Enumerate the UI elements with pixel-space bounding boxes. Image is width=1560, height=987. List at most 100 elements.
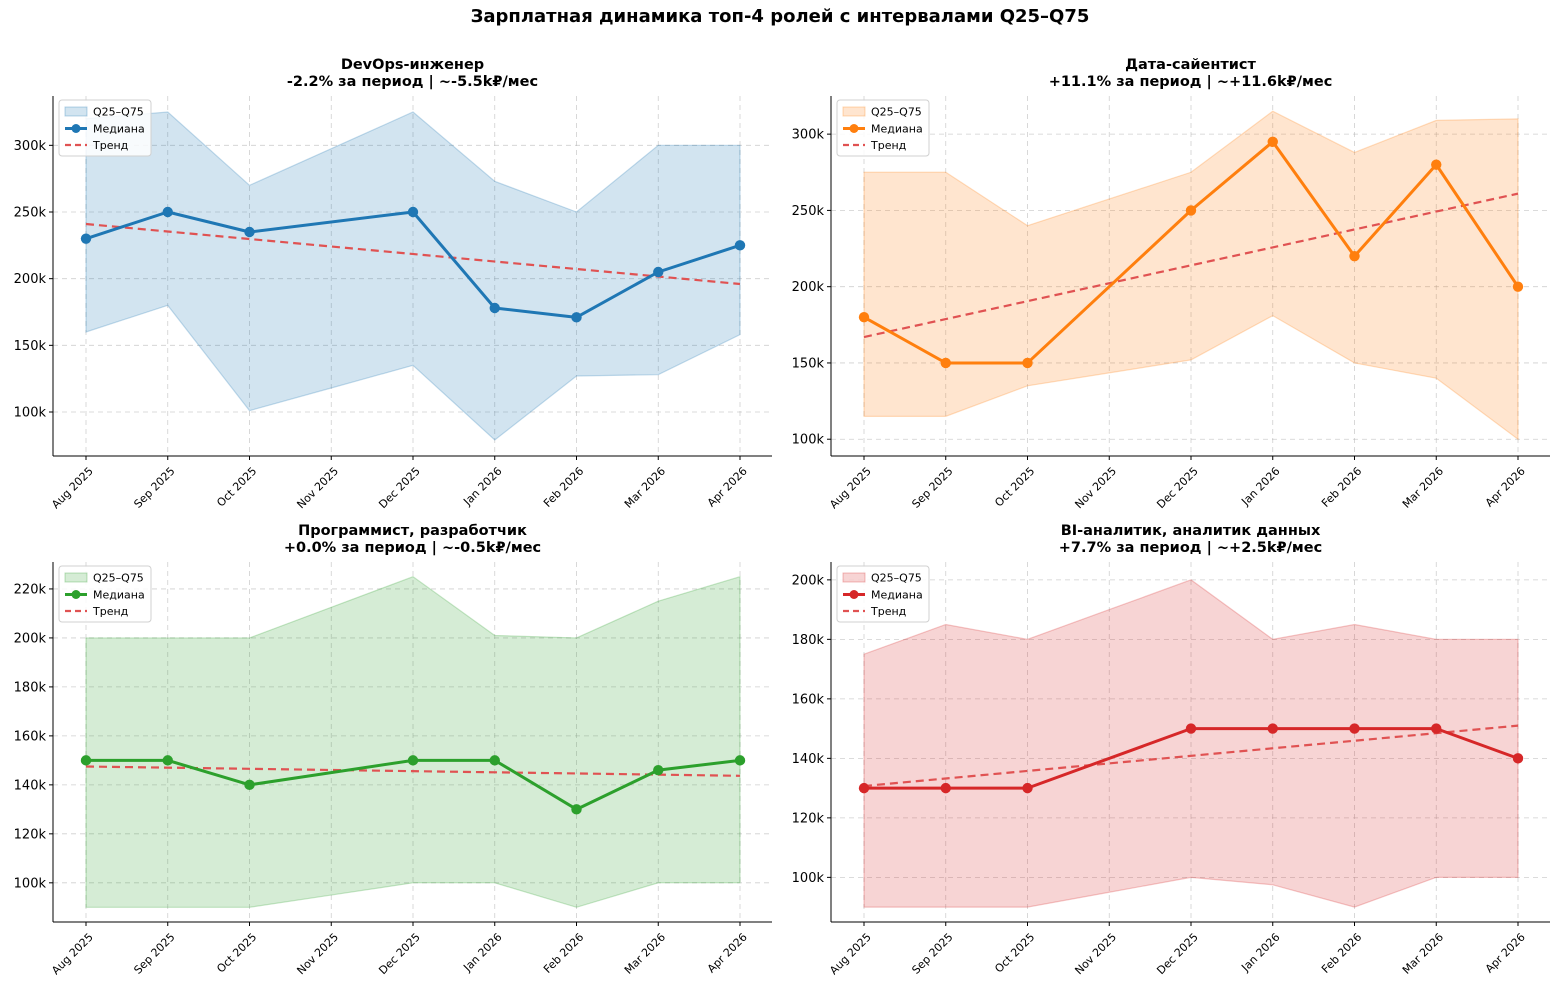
y-tick-label: 200k xyxy=(14,272,47,287)
median-point xyxy=(244,226,255,238)
y-tick-label: 180k xyxy=(14,680,47,695)
x-tick-label: Mar 2026 xyxy=(622,931,668,977)
subplot-3: Программист, разработчик+0.0% за период … xyxy=(14,523,772,977)
y-tick-label: 100k xyxy=(792,871,825,886)
median-point xyxy=(1349,723,1360,734)
x-tick-label: Feb 2026 xyxy=(1319,931,1364,976)
legend-band-label: Q25–Q75 xyxy=(93,106,144,119)
y-tick-label: 220k xyxy=(14,582,47,597)
median-point xyxy=(162,755,173,766)
subplot-title: DevOps-инженер xyxy=(341,57,484,73)
median-point xyxy=(858,311,870,323)
median-point xyxy=(940,357,951,369)
x-tick-label: Apr 2026 xyxy=(1483,931,1528,976)
median-point xyxy=(1022,357,1033,369)
x-tick-label: Oct 2025 xyxy=(992,931,1037,976)
y-tick-label: 300k xyxy=(14,139,47,154)
x-tick-label: Dec 2025 xyxy=(1154,465,1201,512)
subplot-title: Программист, разработчик xyxy=(298,523,527,539)
legend-band-swatch xyxy=(842,572,866,583)
x-tick-label: Feb 2026 xyxy=(541,465,586,510)
median-point xyxy=(407,206,419,218)
legend-median-marker xyxy=(71,124,81,133)
x-tick-label: Sep 2025 xyxy=(909,465,955,511)
subplot-subtitle: +11.1% за период | ~+11.6k₽/мес xyxy=(1049,74,1333,90)
y-tick-label: 120k xyxy=(14,827,47,842)
x-tick-label: Aug 2025 xyxy=(827,465,874,512)
median-point xyxy=(1185,723,1197,734)
subplot-subtitle: +7.7% за период | ~+2.5k₽/мес xyxy=(1059,540,1322,556)
legend-frame xyxy=(58,565,152,623)
x-tick-label: Jan 2026 xyxy=(460,931,504,975)
y-tick-label: 200k xyxy=(14,631,47,646)
x-tick-label: Mar 2026 xyxy=(1400,465,1446,511)
y-tick-label: 100k xyxy=(792,433,825,448)
x-tick-label: Nov 2025 xyxy=(1072,931,1119,978)
y-tick-label: 150k xyxy=(792,356,825,371)
x-tick-label: Oct 2025 xyxy=(992,465,1037,510)
x-tick-label: Nov 2025 xyxy=(294,465,341,512)
x-tick-label: Oct 2025 xyxy=(214,931,259,976)
median-point xyxy=(571,804,582,815)
median-point xyxy=(162,206,173,218)
legend-band-swatch xyxy=(842,106,866,117)
subplot-title: BI-аналитик, аналитик данных xyxy=(1061,523,1321,539)
median-point xyxy=(489,302,500,314)
legend-frame xyxy=(58,99,152,157)
median-point xyxy=(858,782,870,794)
x-tick-label: Nov 2025 xyxy=(294,931,341,978)
x-tick-label: Apr 2026 xyxy=(705,465,750,510)
median-point xyxy=(734,755,746,766)
subplot-1: DevOps-инженер-2.2% за период | ~-5.5k₽/… xyxy=(14,57,772,511)
x-tick-label: Dec 2025 xyxy=(1154,931,1201,978)
y-tick-label: 250k xyxy=(14,206,47,221)
median-point xyxy=(80,755,92,766)
iqr-band xyxy=(863,579,1519,908)
legend-band-label: Q25–Q75 xyxy=(871,106,922,119)
median-line xyxy=(863,140,1520,365)
legend-band-swatch xyxy=(64,106,88,117)
median-point xyxy=(1267,723,1278,734)
legend-band-swatch xyxy=(64,572,88,583)
legend-frame xyxy=(836,565,930,623)
trend-line xyxy=(863,724,1519,788)
x-tick-label: Jan 2026 xyxy=(460,465,504,509)
y-tick-label: 250k xyxy=(792,204,825,219)
iqr-band xyxy=(863,110,1519,441)
x-tick-label: Oct 2025 xyxy=(214,465,259,510)
median-point xyxy=(1022,782,1033,794)
x-tick-label: Apr 2026 xyxy=(705,931,750,976)
x-tick-label: Aug 2025 xyxy=(49,465,96,512)
trend-line xyxy=(85,222,741,286)
trend-line xyxy=(863,192,1519,339)
figure-title: Зарплатная динамика топ-4 ролей с интерв… xyxy=(470,6,1090,27)
legend-trend-label: Тренд xyxy=(92,605,129,618)
legend-trend-label: Тренд xyxy=(870,139,907,152)
legend-median-marker xyxy=(849,590,859,599)
iqr-band xyxy=(85,575,741,908)
median-point xyxy=(1431,159,1442,170)
median-point xyxy=(1349,250,1360,262)
x-tick-label: Dec 2025 xyxy=(376,465,423,512)
legend: Q25–Q75 Медиана Тренд xyxy=(836,99,930,157)
x-tick-label: Mar 2026 xyxy=(622,465,668,511)
median-point xyxy=(1512,753,1524,764)
median-point xyxy=(407,755,419,766)
median-point xyxy=(653,266,664,278)
median-point xyxy=(1512,281,1524,292)
x-tick-label: Sep 2025 xyxy=(131,931,177,977)
y-tick-label: 300k xyxy=(792,128,825,143)
subplot-2: Дата-сайентист+11.1% за период | ~+11.6k… xyxy=(792,57,1550,511)
x-tick-label: Aug 2025 xyxy=(827,931,874,978)
x-tick-label: Apr 2026 xyxy=(1483,465,1528,510)
median-point xyxy=(1431,723,1442,734)
legend-median-marker xyxy=(71,590,81,599)
x-tick-label: Nov 2025 xyxy=(1072,465,1119,512)
y-tick-label: 140k xyxy=(792,752,825,767)
x-tick-label: Sep 2025 xyxy=(909,931,955,977)
x-tick-label: Feb 2026 xyxy=(541,931,586,976)
y-tick-label: 100k xyxy=(14,876,47,891)
x-tick-label: Aug 2025 xyxy=(49,931,96,978)
